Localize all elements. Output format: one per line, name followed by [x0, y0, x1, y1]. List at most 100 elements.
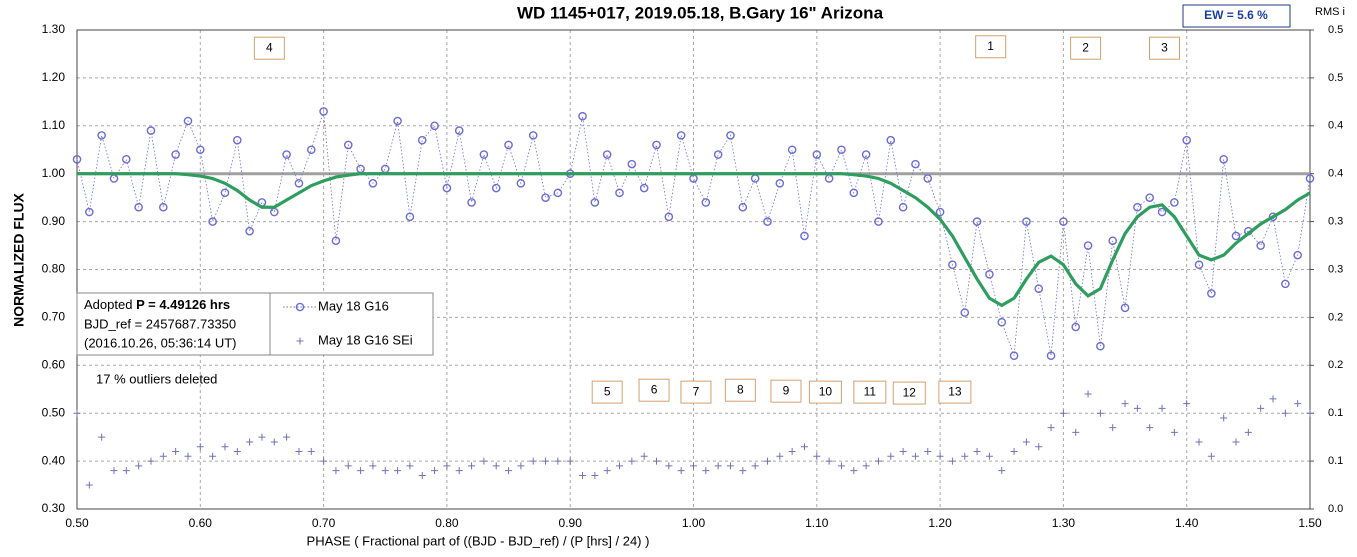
data-point	[97, 131, 106, 140]
data-point	[184, 452, 192, 460]
data-point	[232, 135, 242, 145]
data-point	[714, 462, 722, 470]
info-bjd: BJD_ref = 2457687.73350	[84, 316, 236, 331]
data-point	[1269, 395, 1277, 403]
data-point	[554, 457, 562, 465]
data-point	[813, 452, 821, 460]
data-point	[985, 452, 993, 460]
annotation-box	[253, 36, 285, 60]
data-point	[431, 467, 439, 475]
annotation-box	[892, 381, 926, 405]
data-point	[602, 150, 612, 159]
y-tick-label: 0.40	[42, 453, 66, 467]
y-tick-label: 1.30	[42, 22, 66, 36]
data-point	[603, 467, 611, 475]
data-point	[195, 145, 205, 155]
data-point	[183, 116, 193, 126]
data-point	[1046, 351, 1056, 361]
y2-tick-label: 0.4	[1328, 120, 1343, 132]
data-point	[936, 452, 944, 460]
data-point	[295, 448, 303, 456]
data-point	[98, 433, 106, 441]
annotation-box	[975, 35, 1007, 59]
x-tick-label: 1.10	[805, 516, 829, 530]
data-point	[763, 217, 772, 226]
data-point	[948, 457, 956, 465]
data-point	[1009, 351, 1019, 361]
data-point	[430, 121, 439, 131]
model-line	[77, 172, 1311, 308]
data-point	[726, 462, 734, 470]
data-point	[283, 433, 291, 441]
data-point	[1207, 452, 1215, 460]
overlay: Adopted P = 4.49126 hrs BJD_ref = 245768…	[76, 292, 434, 386]
data-point	[739, 467, 747, 475]
y2-tick-label: 0.5	[1328, 72, 1343, 84]
data-point	[886, 135, 896, 145]
data-point	[898, 202, 908, 212]
data-point	[381, 467, 389, 475]
data-point	[1146, 424, 1154, 432]
annotation-box	[591, 380, 623, 404]
legend-label: May 18 G16 SEi	[318, 332, 413, 347]
annotation-label: 4	[266, 40, 273, 54]
data-point	[491, 183, 501, 193]
y2-tick-label: 0.1	[1328, 455, 1343, 467]
info-date: (2016.10.26, 05:36:14 UT)	[84, 335, 237, 350]
data-point	[788, 448, 796, 456]
data-point	[294, 178, 304, 188]
data-point	[332, 467, 340, 475]
x-tick-label: 0.70	[312, 516, 336, 530]
data-point	[73, 409, 81, 417]
y-tick-label: 0.50	[42, 405, 66, 419]
annotation-label: 2	[1082, 40, 1089, 54]
data-point	[1120, 303, 1130, 313]
data-point	[159, 452, 167, 460]
data-point	[578, 111, 587, 121]
data-point	[172, 448, 180, 456]
data-point	[516, 178, 526, 188]
data-point	[985, 269, 994, 279]
y2-tick-label: 0.2	[1328, 359, 1343, 371]
info-line: Adopted P = 4.49126 hrs	[84, 297, 230, 312]
y2-tick-label: 0.4	[1328, 168, 1343, 180]
data-point	[246, 438, 254, 446]
data-point	[812, 150, 822, 159]
data-point	[306, 145, 316, 155]
annotation-box	[1149, 36, 1181, 60]
data-point	[505, 467, 513, 475]
data-point	[1096, 409, 1104, 417]
annotation-label: 6	[651, 382, 658, 396]
data-point	[1281, 279, 1290, 289]
legend-box	[269, 292, 434, 356]
data-point	[220, 188, 230, 198]
data-point	[159, 202, 168, 212]
data-point	[1083, 241, 1093, 250]
data-point	[1022, 217, 1031, 226]
data-point	[1071, 322, 1081, 332]
data-point	[972, 217, 982, 226]
x-tick-label: 1.30	[1052, 516, 1076, 530]
data-point	[1182, 135, 1191, 145]
data-point	[122, 155, 131, 164]
annotation-label: 8	[737, 382, 744, 396]
data-point	[468, 462, 476, 470]
data-point	[664, 212, 674, 222]
data-point	[147, 457, 155, 465]
data-point	[1256, 241, 1265, 250]
y2-tick-label: 0.3	[1328, 263, 1343, 275]
data-point	[923, 174, 933, 183]
data-point	[492, 462, 500, 470]
data-point	[72, 155, 82, 164]
data-point	[146, 126, 156, 135]
data-point	[948, 260, 957, 270]
data-point	[1306, 409, 1314, 417]
annotation-box	[853, 380, 887, 404]
data-point	[344, 462, 352, 470]
data-point	[1121, 400, 1129, 408]
y-axis-label: NORMALIZED FLUX	[11, 192, 27, 326]
y-tick-label: 0.80	[42, 262, 66, 276]
data-point	[1022, 438, 1030, 446]
data-point	[1034, 284, 1044, 293]
data-point	[702, 467, 710, 475]
